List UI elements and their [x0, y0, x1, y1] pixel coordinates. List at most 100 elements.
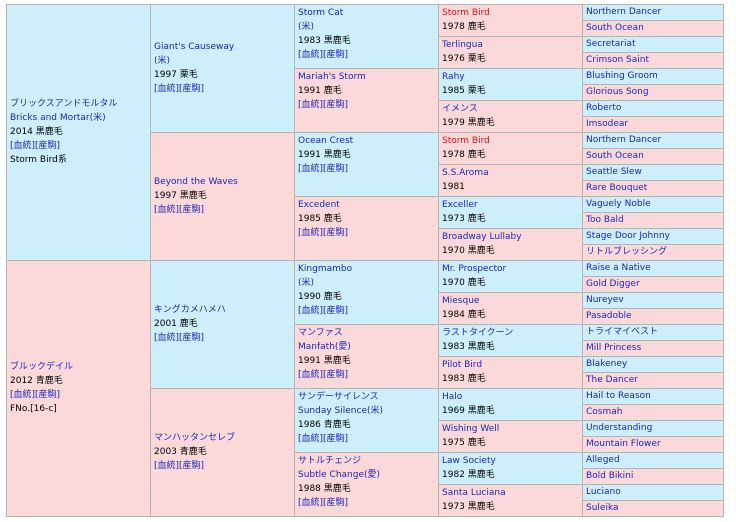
origin[interactable]: (米): [154, 55, 171, 66]
horse-name-link[interactable]: Stage Door Johnny: [586, 231, 670, 241]
sdsd-cell: S.S.Aroma 1981: [438, 164, 583, 197]
pedigree-offspring-links[interactable]: [血統][産駒]: [154, 332, 205, 343]
horse-name-link[interactable]: Gold Digger: [586, 279, 640, 289]
horse-name-link[interactable]: Mariah's Storm: [298, 72, 366, 82]
pedigree-offspring-links[interactable]: [血統][産駒]: [298, 306, 349, 316]
pedigree-offspring-links[interactable]: [血統][産駒]: [298, 228, 349, 238]
horse-name-link[interactable]: Storm Bird: [442, 136, 490, 146]
horse-name-link[interactable]: Imsodear: [586, 119, 629, 129]
pedigree-offspring-links[interactable]: [血統][産駒]: [10, 140, 61, 151]
horse-name-link[interactable]: Understanding: [586, 423, 653, 433]
pedigree-offspring-links[interactable]: [血統][産駒]: [298, 434, 349, 444]
origin[interactable]: (米): [298, 22, 315, 32]
horse-name-link[interactable]: Law Society: [442, 456, 496, 466]
horse-name-link[interactable]: マンファス: [298, 328, 343, 338]
horse-name-en-link[interactable]: Manfath(愛): [298, 342, 351, 352]
horse-name-link[interactable]: Seattle Slew: [586, 167, 642, 177]
pedigree-offspring-links[interactable]: [血統][産駒]: [298, 100, 349, 110]
horse-name-link[interactable]: トライマイベスト: [586, 327, 659, 337]
horse-name-link[interactable]: Storm Bird: [442, 8, 490, 18]
ds-cell: キングカメハメハ 2001 鹿毛 [血統][産駒]: [150, 260, 295, 389]
horse-name-link[interactable]: サトルチェンジ: [298, 456, 362, 466]
horse-name-link[interactable]: Pasadoble: [586, 311, 632, 321]
horse-name-link[interactable]: Excedent: [298, 200, 340, 210]
horse-name-link[interactable]: サンデーサイレンス: [298, 392, 379, 402]
horse-name-link[interactable]: Mill Princess: [586, 343, 642, 353]
horse-name-link[interactable]: Bold Bikini: [586, 471, 634, 481]
dssd-cell: Miesque 1984 鹿毛: [438, 292, 583, 325]
horse-name-link[interactable]: Beyond the Waves: [154, 176, 238, 187]
horse-name-link[interactable]: リトルブレッシング: [586, 247, 668, 257]
g5-cell: Pasadoble: [582, 308, 724, 325]
horse-name-link[interactable]: The Dancer: [586, 375, 638, 385]
horse-name-link[interactable]: Ocean Crest: [298, 136, 354, 146]
horse-name-link[interactable]: Cosmah: [586, 407, 623, 417]
horse-name-link[interactable]: Nureyev: [586, 295, 624, 305]
year-color: 1970 黒鹿毛: [442, 246, 495, 256]
horse-name-link[interactable]: Secretariat: [586, 39, 636, 49]
horse-name-link[interactable]: Terlingua: [442, 40, 483, 50]
horse-name-link[interactable]: Pilot Bird: [442, 360, 483, 370]
horse-name-link[interactable]: Miesque: [442, 296, 480, 306]
horse-name-link[interactable]: Kingmambo: [298, 264, 353, 274]
g5-cell: Gold Digger: [582, 276, 724, 293]
horse-name-link[interactable]: Mr. Prospector: [442, 264, 507, 274]
horse-name-link[interactable]: Northern Dancer: [586, 7, 662, 17]
horse-name-link[interactable]: Hail to Reason: [586, 391, 651, 401]
horse-name-link[interactable]: Rahy: [442, 72, 465, 82]
horse-name-link[interactable]: Luciano: [586, 487, 621, 497]
pedigree-offspring-links[interactable]: [血統][産駒]: [298, 50, 349, 60]
horse-name-link[interactable]: Too Bald: [586, 215, 624, 225]
horse-name-link[interactable]: Northern Dancer: [586, 135, 662, 145]
horse-name-en-link[interactable]: Sunday Silence(米): [298, 406, 383, 416]
horse-name-link[interactable]: Mountain Flower: [586, 439, 661, 449]
horse-name-link[interactable]: マンハッタンセレブ: [154, 432, 236, 443]
horse-name-link[interactable]: S.S.Aroma: [442, 168, 489, 178]
horse-name-link[interactable]: Blushing Groom: [586, 71, 658, 81]
horse-name-link[interactable]: Santa Luciana: [442, 488, 506, 498]
pedigree-offspring-links[interactable]: [血統][産駒]: [10, 389, 61, 400]
horse-name-link[interactable]: South Ocean: [586, 23, 644, 33]
g5-cell: Roberto: [582, 100, 724, 117]
horse-name-link[interactable]: Blakeney: [586, 359, 628, 369]
year-color: 1978 鹿毛: [442, 150, 486, 160]
family-number: FNo.[16-c]: [10, 403, 57, 414]
horse-name-link[interactable]: Storm Cat: [298, 8, 344, 18]
horse-name-link[interactable]: Giant's Causeway: [154, 41, 235, 52]
horse-name-link[interactable]: キングカメハメハ: [154, 304, 226, 315]
g5-cell: トライマイベスト: [582, 324, 724, 341]
horse-name-link[interactable]: イメンス: [442, 104, 478, 114]
year-color: 1997 黒鹿毛: [154, 190, 207, 201]
horse-name-link[interactable]: Crimson Saint: [586, 55, 649, 65]
horse-name-link[interactable]: Exceller: [442, 200, 478, 210]
horse-name-link[interactable]: Roberto: [586, 103, 622, 113]
pedigree-offspring-links[interactable]: [血統][産駒]: [298, 370, 349, 380]
horse-name-link[interactable]: Broadway Lullaby: [442, 232, 522, 242]
horse-name-link[interactable]: Halo: [442, 392, 463, 402]
pedigree-offspring-links[interactable]: [血統][産駒]: [298, 498, 349, 508]
g5-cell: リトルブレッシング: [582, 244, 724, 261]
horse-name-en-link[interactable]: Bricks and Mortar(米): [10, 112, 106, 123]
origin[interactable]: (米): [298, 278, 315, 288]
horse-name-link[interactable]: Suleika: [586, 503, 619, 513]
horse-name-link[interactable]: ブリックスアンドモルタル: [10, 98, 118, 109]
horse-name-link[interactable]: South Ocean: [586, 151, 644, 161]
horse-name-link[interactable]: Alleged: [586, 455, 620, 465]
g5-cell: Blushing Groom: [582, 68, 724, 85]
horse-name-link[interactable]: Glorious Song: [586, 87, 649, 97]
horse-name-link[interactable]: Rare Bouquet: [586, 183, 648, 193]
horse-name-link[interactable]: Wishing Well: [442, 424, 500, 434]
pedigree-offspring-links[interactable]: [血統][産駒]: [154, 460, 205, 471]
g5-cell: Understanding: [582, 420, 724, 437]
ssss-cell: Storm Bird 1978 鹿毛: [438, 4, 583, 37]
pedigree-offspring-links[interactable]: [血統][産駒]: [154, 83, 205, 94]
horse-name-link[interactable]: ラストタイクーン: [442, 328, 514, 338]
g5-cell: The Dancer: [582, 372, 724, 389]
year-color: 1985 栗毛: [442, 86, 486, 96]
horse-name-link[interactable]: ブルックデイル: [10, 361, 74, 372]
horse-name-link[interactable]: Vaguely Noble: [586, 199, 651, 209]
pedigree-offspring-links[interactable]: [血統][産駒]: [298, 164, 349, 174]
horse-name-link[interactable]: Raise a Native: [586, 263, 651, 273]
pedigree-offspring-links[interactable]: [血統][産駒]: [154, 204, 205, 215]
horse-name-en-link[interactable]: Subtle Change(愛): [298, 470, 381, 480]
